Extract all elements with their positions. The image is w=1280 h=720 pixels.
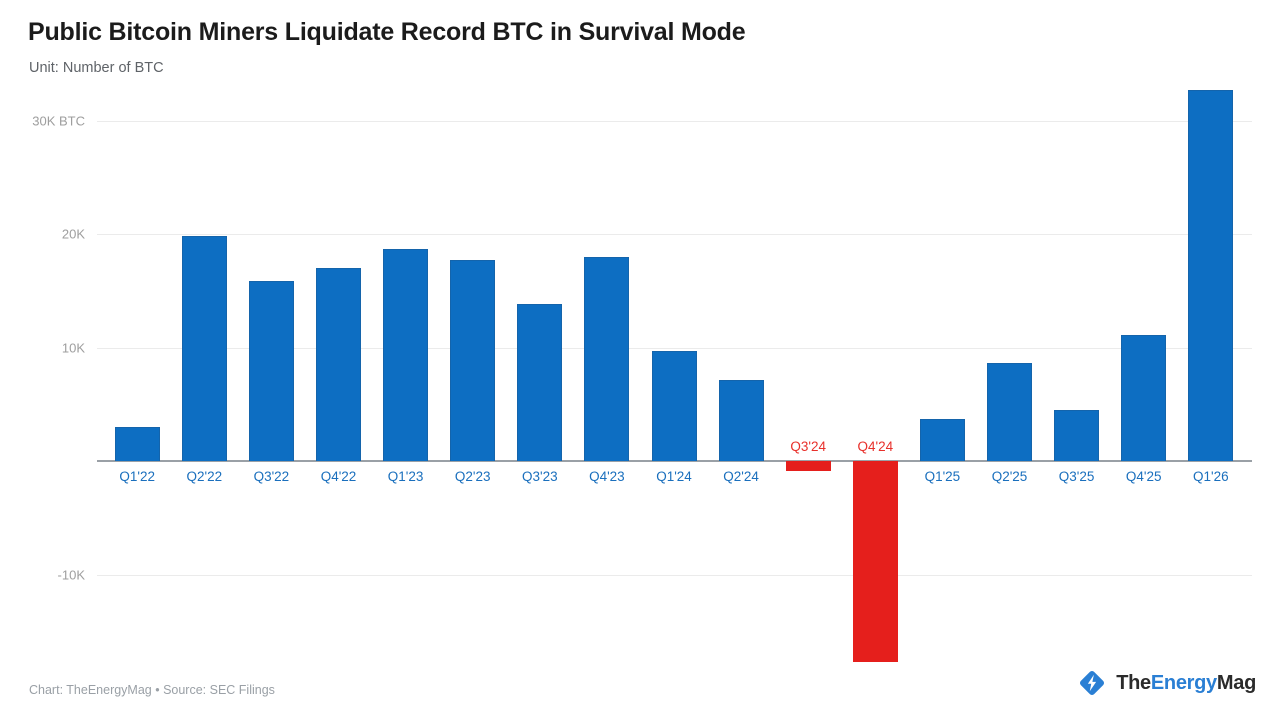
gridline [97, 574, 1252, 576]
bar-q424[interactable] [852, 461, 898, 662]
bar-q122[interactable] [114, 426, 160, 461]
x-axis-tick-label: Q1'25 [924, 469, 961, 484]
bar-q123[interactable] [383, 248, 429, 461]
x-axis-tick-label: Q1'24 [656, 469, 692, 484]
y-axis-tick-label: 20K [61, 226, 85, 242]
x-axis-tick-label: Q1'26 [1192, 469, 1229, 484]
x-axis-tick-label: Q3'25 [1058, 469, 1095, 484]
y-axis-tick-label: -10K [57, 567, 85, 582]
bar-q423[interactable] [584, 256, 630, 461]
x-axis-tick-label: Q4'24 [857, 439, 894, 454]
bar-q225[interactable] [987, 363, 1032, 461]
bar-q126[interactable] [1188, 89, 1234, 461]
bar-q323[interactable] [517, 304, 563, 461]
chart-subtitle: Unit: Number of BTC [29, 60, 164, 76]
chart-source-note: Chart: TheEnergyMag • Source: SEC Filing… [29, 683, 275, 697]
brand-logo: TheEnergyMag [1077, 668, 1256, 698]
bar-q425[interactable] [1121, 335, 1167, 461]
gridline [97, 234, 1252, 235]
x-axis-tick-label: Q2'25 [991, 469, 1028, 484]
x-axis-tick-label: Q3'22 [253, 469, 290, 484]
x-axis-tick-label: Q3'24 [790, 439, 826, 454]
bar-q324[interactable] [785, 461, 831, 471]
x-axis-tick-label: Q4'22 [320, 469, 357, 484]
bar-q222[interactable] [181, 236, 227, 461]
x-axis-tick-label: Q4'23 [589, 469, 625, 484]
bar-q223[interactable] [450, 260, 496, 461]
x-axis-tick-label: Q2'24 [723, 469, 759, 484]
bar-q322[interactable] [248, 280, 294, 461]
gridline [97, 347, 1252, 349]
y-axis-tick-label: 30K BTC [32, 113, 85, 128]
gridline [97, 120, 1252, 122]
lightning-bolt-diamond-icon [1080, 670, 1105, 696]
zero-axis-line [97, 460, 1252, 462]
x-axis-tick-label: Q3'23 [521, 469, 558, 484]
brand-the: The [1116, 671, 1151, 694]
bar-q125[interactable] [919, 419, 965, 461]
x-axis-tick-label: Q2'23 [454, 469, 491, 484]
x-axis-tick-label: Q4'25 [1125, 469, 1162, 484]
x-axis-tick-label: Q1'23 [387, 469, 424, 484]
x-axis-tick-label: Q1'22 [119, 469, 155, 484]
brand-energy: Energy [1150, 671, 1217, 694]
x-axis-tick-label: Q2'22 [186, 469, 223, 484]
brand-wordmark: TheEnergyMag [1116, 672, 1256, 695]
bar-q325[interactable] [1054, 409, 1100, 461]
page-title: Public Bitcoin Miners Liquidate Record B… [28, 18, 746, 46]
bar-q422[interactable] [316, 268, 361, 461]
brand-mag: Mag [1216, 671, 1256, 694]
bar-q224[interactable] [718, 380, 764, 461]
bar-q124[interactable] [651, 350, 697, 461]
y-axis-tick-label: 10K [61, 340, 85, 355]
